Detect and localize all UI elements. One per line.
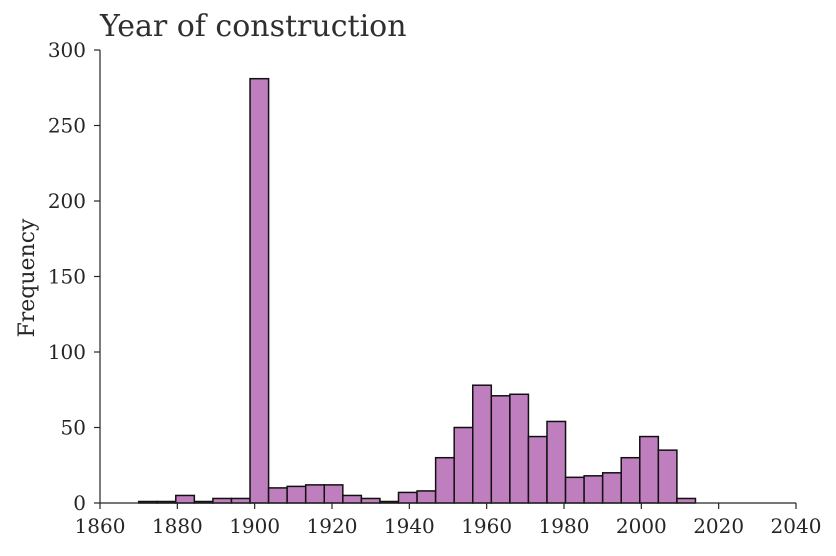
y-tick-label: 150	[48, 265, 86, 289]
histogram-bar	[267, 487, 288, 504]
x-tick-label: 1920	[307, 514, 358, 538]
histogram-bar	[601, 472, 622, 504]
y-tick-label: 300	[48, 38, 86, 62]
histogram-bar	[620, 456, 641, 504]
histogram-bar	[304, 484, 326, 504]
x-tick-label: 1980	[539, 514, 590, 538]
histogram-bar	[546, 420, 567, 504]
x-tick-label: 2040	[771, 514, 822, 538]
histogram-bar	[676, 497, 697, 504]
histogram-bar	[416, 490, 437, 504]
y-tick-label: 250	[48, 114, 86, 138]
histogram-bar	[175, 494, 196, 504]
histogram-bar	[360, 497, 381, 504]
x-tick-label: 1960	[461, 514, 512, 538]
histogram-bar	[249, 77, 270, 504]
x-tick-label: 1860	[75, 514, 126, 538]
chart-title: Year of construction	[99, 9, 407, 44]
y-tick-label: 200	[48, 189, 86, 213]
x-tick-label: 2000	[616, 514, 667, 538]
histogram-bar	[342, 494, 363, 504]
histogram-bar	[527, 435, 548, 504]
bars-layer	[137, 77, 697, 504]
y-tick-label: 50	[61, 416, 86, 440]
histogram-bar	[397, 491, 418, 504]
histogram-bar	[657, 449, 678, 504]
y-tick-label: 100	[48, 340, 86, 364]
x-tick-label: 1880	[152, 514, 203, 538]
histogram-bar	[583, 475, 604, 504]
x-tick-label: 1940	[384, 514, 435, 538]
histogram-bar	[286, 485, 307, 504]
histogram-bar	[434, 456, 455, 504]
axes-layer: 1860 1880 1900 1920 1940 1960 1980 2000 2020 2040…	[48, 38, 822, 538]
y-tick-label: 0	[73, 491, 86, 515]
x-tick-label: 1900	[229, 514, 280, 538]
histogram-bar	[564, 476, 585, 504]
histogram-bar	[471, 384, 493, 504]
histogram-bar	[230, 497, 251, 504]
histogram-bar	[509, 393, 530, 504]
histogram-bar	[490, 395, 511, 504]
histogram-bar	[212, 497, 233, 504]
histogram-bar	[639, 435, 660, 504]
histogram-bar	[323, 484, 344, 504]
histogram-bar	[453, 426, 474, 504]
y-axis-label: Frequency	[15, 218, 40, 338]
x-tick-label: 2020	[693, 514, 744, 538]
